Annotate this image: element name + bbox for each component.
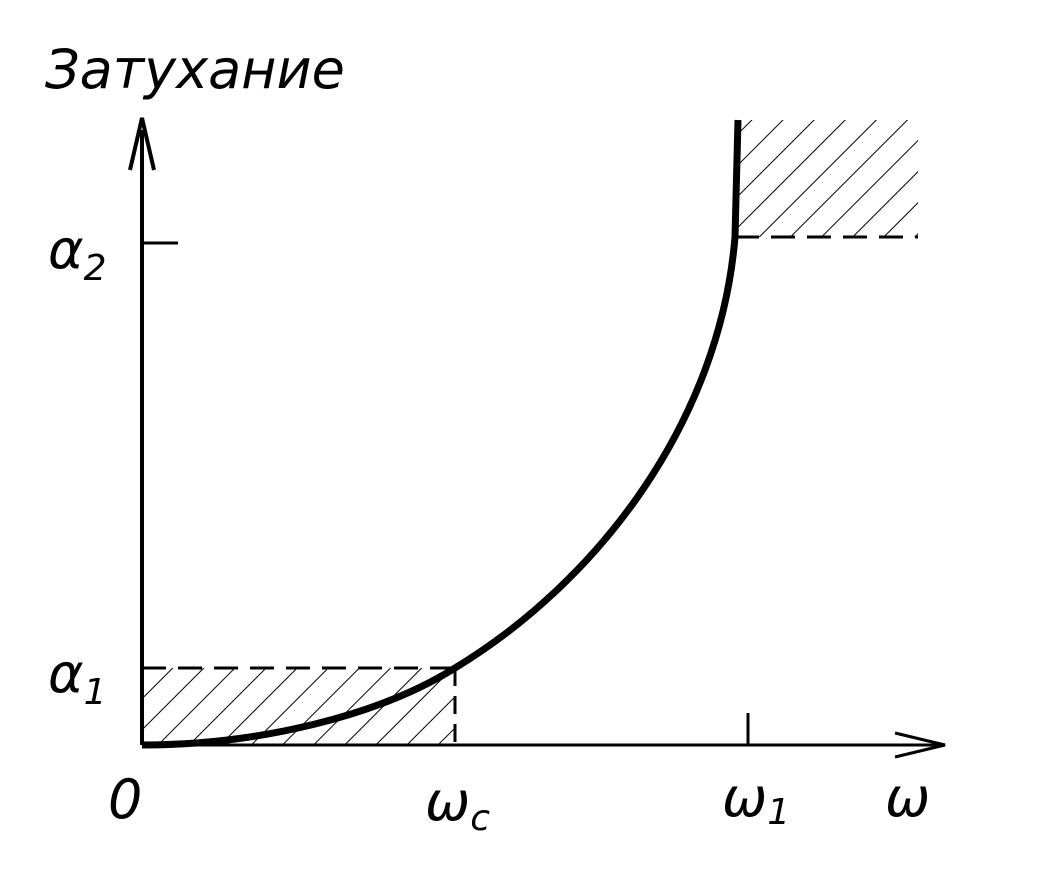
x-label: ω1 [722, 766, 790, 833]
x-label: 0 [108, 768, 142, 831]
y-axis-arrow [128, 117, 156, 171]
y-label: α1 [48, 642, 107, 713]
axis-title: Затухание [45, 38, 345, 101]
passband-region [142, 668, 455, 745]
stopband-region [735, 120, 918, 237]
attenuation-curve [141, 119, 742, 749]
y-label: α2 [48, 218, 107, 289]
x-axis-arrow [894, 731, 946, 759]
x-label: ω [885, 766, 930, 829]
x-label: ωc [425, 770, 490, 839]
